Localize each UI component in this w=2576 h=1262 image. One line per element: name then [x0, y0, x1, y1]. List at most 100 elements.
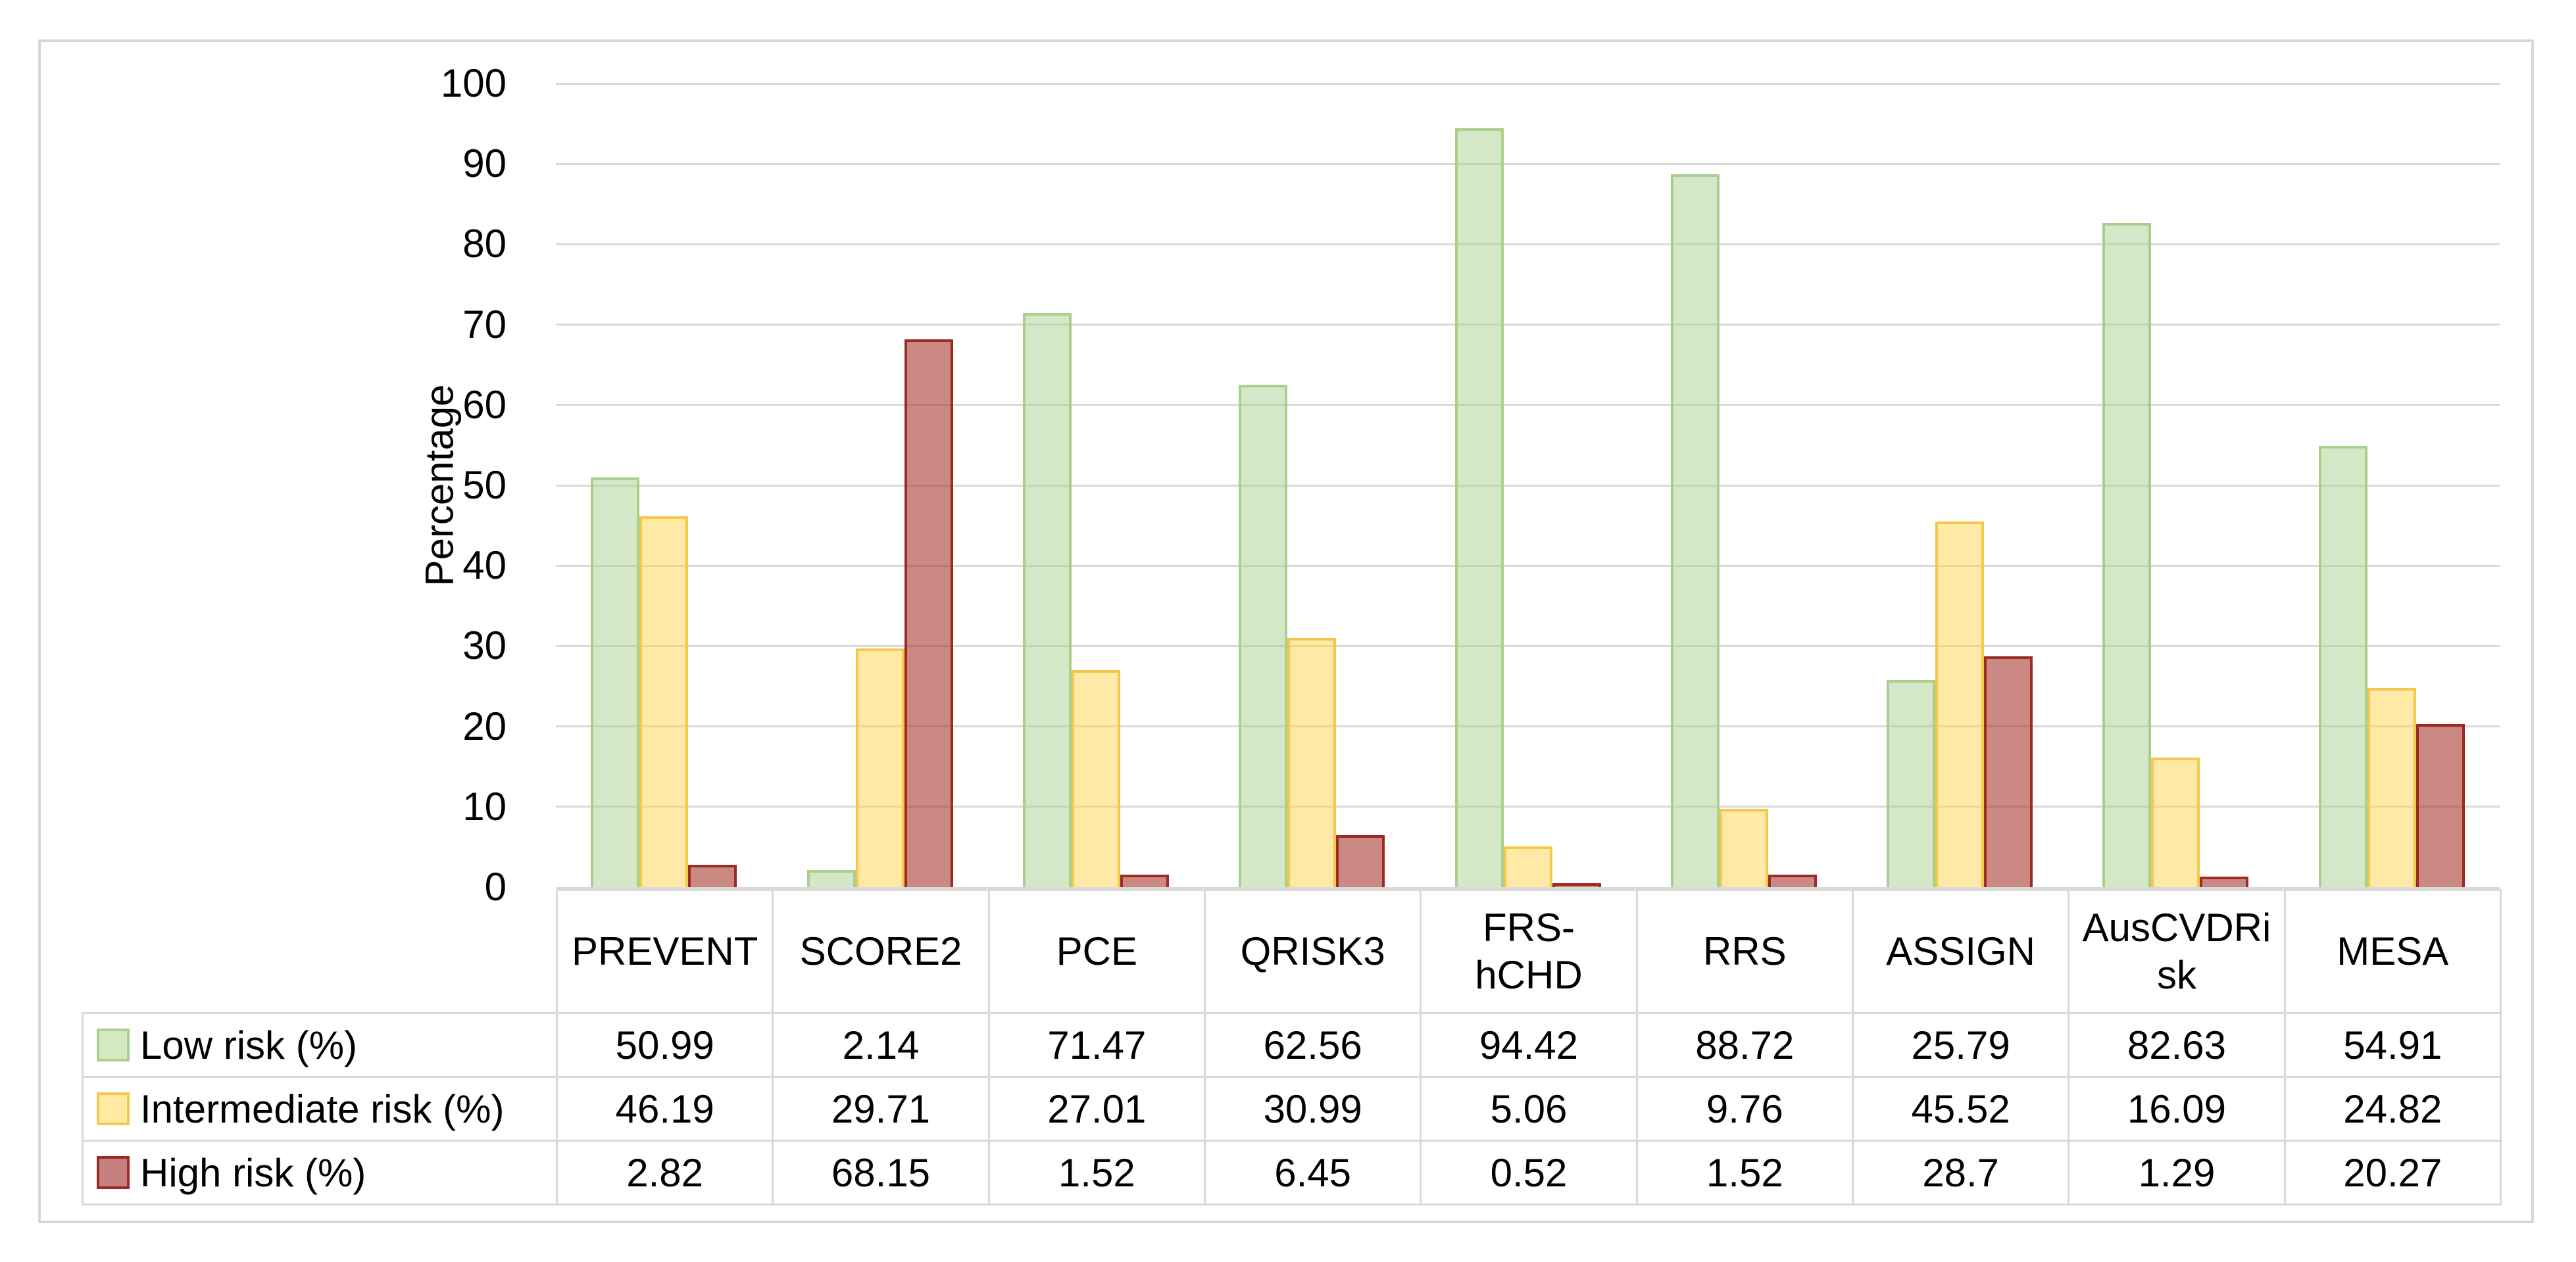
legend-key: Intermediate risk (%): [97, 1086, 549, 1132]
value-cell: 82.63: [2068, 1012, 2286, 1078]
value-cell: 20.27: [2283, 1140, 2502, 1205]
series-label: Intermediate risk (%): [140, 1086, 505, 1131]
y-tick-label: 100: [440, 61, 507, 105]
bar-high-risk-rrs: [1768, 875, 1817, 887]
y-gridline: [556, 564, 2500, 567]
table-header-row: PREVENT SCORE2 PCE QRISK3 FRS-hCHD RRS ASSIGN A…: [82, 889, 2502, 1014]
y-tick-label: 90: [462, 141, 507, 185]
bar-high-risk-frs-hchd: [1552, 883, 1601, 887]
y-gridline: [556, 162, 2500, 165]
bar-low-risk-qrisk3: [1239, 385, 1287, 887]
value-cell: 27.01: [987, 1076, 1206, 1142]
value-cell: 54.91: [2283, 1012, 2502, 1078]
value-cell: 5.06: [1420, 1076, 1638, 1142]
value-cell: 94.42: [1420, 1012, 1638, 1078]
data-table: PREVENT SCORE2 PCE QRISK3 FRS-hCHD RRS ASSIGN A…: [82, 889, 2502, 1205]
y-tick-label: 60: [462, 383, 507, 427]
y-gridline: [556, 725, 2500, 728]
y-gridline: [556, 404, 2500, 406]
bar-low-risk-score2: [807, 870, 856, 887]
y-tick-label: 50: [462, 463, 507, 507]
bar-intermediate-risk-qrisk3: [1287, 638, 1336, 887]
y-tick-label: 20: [462, 704, 507, 748]
legend-cell: Low risk (%): [82, 1012, 558, 1078]
value-cell: 1.52: [1635, 1140, 1854, 1205]
value-cell: 46.19: [555, 1076, 774, 1142]
bar-intermediate-risk-mesa: [2367, 688, 2416, 887]
category-header-cell: AusCVDRisk: [2068, 889, 2286, 1014]
y-gridline: [556, 644, 2500, 647]
series-label: Low risk (%): [140, 1023, 358, 1067]
value-cell: 9.76: [1635, 1076, 1854, 1142]
value-cell: 2.14: [772, 1012, 990, 1078]
bar-low-risk-auscvdrisk: [2102, 223, 2151, 887]
value-cell: 25.79: [1851, 1012, 2070, 1078]
legend-key: High risk (%): [97, 1150, 549, 1196]
bar-intermediate-risk-pce: [1072, 670, 1120, 887]
value-cell: 1.52: [987, 1140, 1206, 1205]
value-cell: 2.82: [555, 1140, 774, 1205]
value-cell: 50.99: [555, 1012, 774, 1078]
value-cell: 45.52: [1851, 1076, 2070, 1142]
bar-high-risk-auscvdrisk: [2200, 877, 2248, 887]
bar-low-risk-prevent: [591, 477, 639, 887]
category-header-cell: PREVENT: [555, 889, 774, 1014]
bar-high-risk-score2: [904, 339, 953, 887]
y-gridline: [556, 806, 2500, 808]
value-cell: 62.56: [1203, 1012, 1422, 1078]
value-cell: 88.72: [1635, 1012, 1854, 1078]
legend-cell: Intermediate risk (%): [82, 1076, 558, 1142]
value-cell: 30.99: [1203, 1076, 1422, 1142]
value-cell: 68.15: [772, 1140, 990, 1205]
y-gridline: [556, 484, 2500, 487]
y-tick-label: 80: [462, 222, 507, 266]
value-cell: 0.52: [1420, 1140, 1638, 1205]
value-cell: 71.47: [987, 1012, 1206, 1078]
legend-key: Low risk (%): [97, 1023, 549, 1068]
table-row: Intermediate risk (%) 46.19 29.71 27.01 30.9…: [82, 1076, 2502, 1142]
value-cell: 29.71: [772, 1076, 990, 1142]
value-cell: 28.7: [1851, 1140, 2070, 1205]
table-row: Low risk (%) 50.99 2.14 71.47 62.56 94.42 88.7…: [82, 1012, 2502, 1078]
bar-low-risk-rrs: [1671, 174, 1720, 887]
bar-low-risk-mesa: [2319, 446, 2367, 887]
category-header-cell: FRS-hCHD: [1420, 889, 1638, 1014]
category-header-cell: RRS: [1635, 889, 1854, 1014]
table-corner-cell: [82, 890, 558, 1013]
bar-high-risk-qrisk3: [1336, 835, 1385, 887]
bar-intermediate-risk-assign: [1935, 522, 1984, 887]
y-tick-label: 70: [462, 303, 507, 347]
category-header-cell: SCORE2: [772, 889, 990, 1014]
y-tick-label: 40: [462, 543, 507, 587]
value-cell: 24.82: [2283, 1076, 2502, 1142]
series-label: High risk (%): [140, 1150, 366, 1195]
table-row: High risk (%) 2.82 68.15 1.52 6.45 0.52 1.52 28…: [82, 1140, 2502, 1205]
y-gridline: [556, 324, 2500, 326]
bar-high-risk-mesa: [2416, 724, 2465, 887]
legend-cell: High risk (%): [82, 1140, 558, 1205]
bar-intermediate-risk-auscvdrisk: [2151, 758, 2200, 887]
value-cell: 6.45: [1203, 1140, 1422, 1205]
y-tick-label: 10: [462, 785, 507, 829]
bar-low-risk-assign: [1887, 680, 1935, 887]
legend-swatch-icon: [97, 1092, 130, 1125]
bar-low-risk-pce: [1023, 313, 1072, 887]
bar-high-risk-prevent: [688, 865, 737, 887]
category-header-cell: MESA: [2283, 889, 2502, 1014]
bar-intermediate-risk-frs-hchd: [1504, 846, 1552, 887]
legend-swatch-icon: [97, 1029, 130, 1061]
y-tick-label: 30: [462, 623, 507, 667]
category-header-cell: PCE: [987, 889, 1206, 1014]
bar-high-risk-pce: [1120, 875, 1169, 887]
y-gridline: [556, 82, 2500, 85]
bar-intermediate-risk-rrs: [1720, 809, 1768, 887]
bar-intermediate-risk-prevent: [639, 516, 688, 887]
y-gridline: [556, 243, 2500, 245]
value-cell: 1.29: [2068, 1140, 2286, 1205]
plot-area: [556, 82, 2500, 889]
bar-intermediate-risk-score2: [856, 648, 904, 887]
legend-swatch-icon: [97, 1156, 130, 1189]
bar-low-risk-frs-hchd: [1455, 128, 1504, 887]
value-cell: 16.09: [2068, 1076, 2286, 1142]
